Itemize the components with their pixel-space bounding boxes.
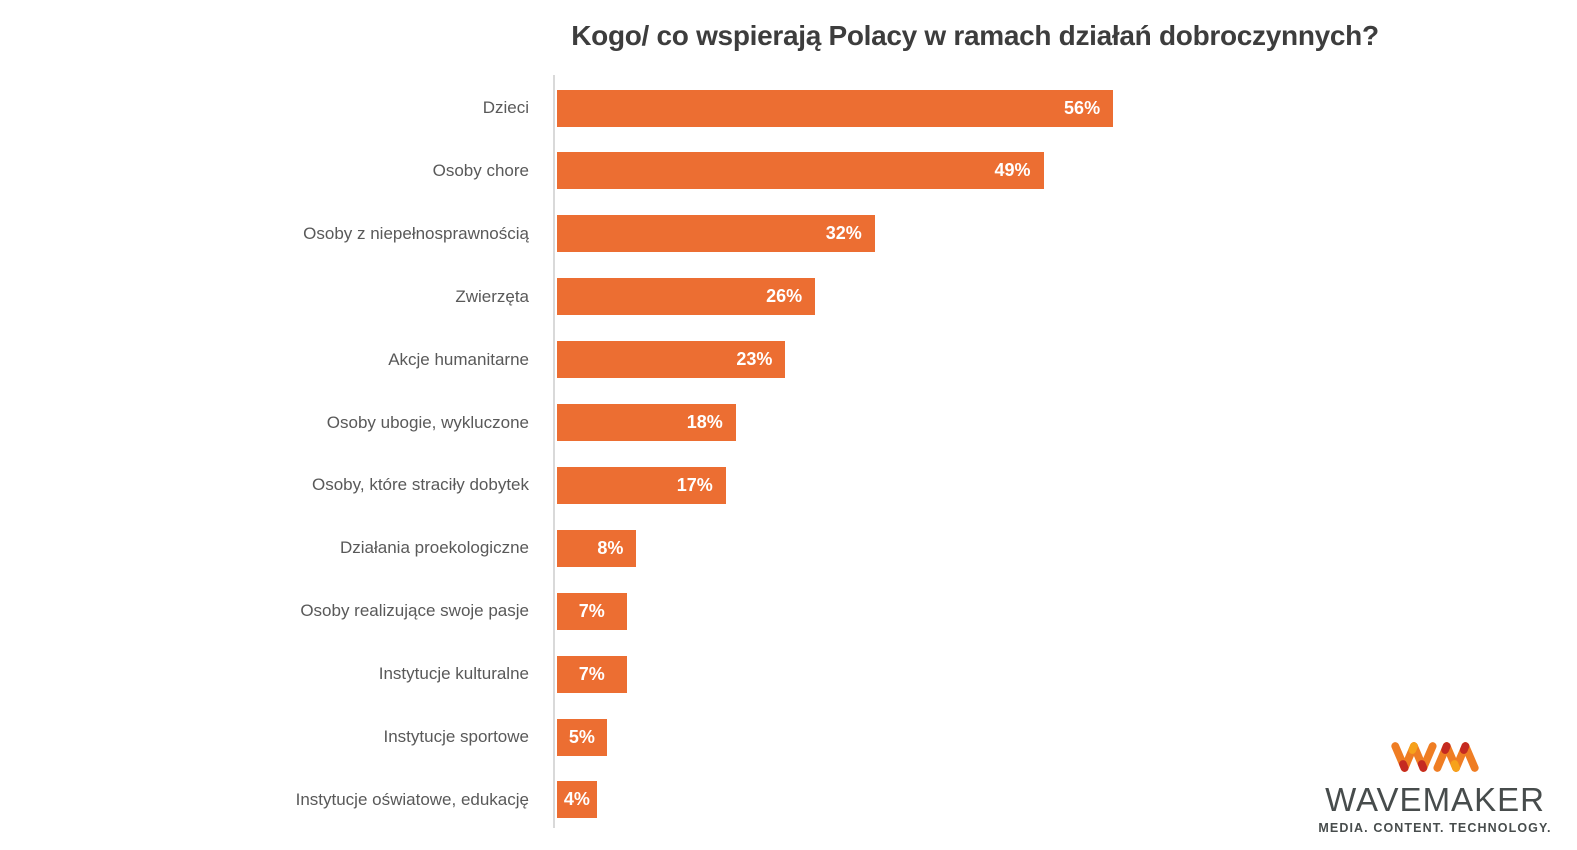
category-label: Instytucje kulturalne	[378, 664, 529, 684]
bar-row: Akcje humanitarne 23%	[0, 341, 1577, 379]
bar: 4%	[557, 781, 597, 819]
category-label: Dzieci	[482, 98, 529, 117]
bar-value-label: 8%	[597, 537, 624, 558]
bar-row: Osoby realizujące swoje pasje 7%	[0, 592, 1577, 630]
chart-title: Kogo/ co wspierają Polacy w ramach dział…	[571, 20, 1379, 51]
bar: 8%	[557, 529, 637, 567]
wavemaker-tagline: MEDIA. CONTENT. TECHNOLOGY.	[1318, 821, 1552, 835]
category-label: Instytucje sportowe	[383, 727, 529, 746]
bar: 5%	[557, 718, 607, 756]
wavemaker-wm-mark-icon	[1391, 742, 1479, 772]
category-label: Instytucje oświatowe, edukację	[295, 789, 529, 809]
category-label: Działania proekologiczne	[339, 538, 529, 558]
category-label: Osoby chore	[432, 160, 529, 180]
bar-row: Zwierzęta 26%	[0, 278, 1577, 316]
bar-value-label: 23%	[736, 349, 773, 370]
category-label: Osoby ubogie, wykluczone	[326, 412, 529, 432]
wavemaker-wordmark: WAVEMAKER	[1325, 781, 1545, 818]
bar-chart: Dzieci 56% Osoby chore 49% Osoby z niepełnos…	[0, 75, 1577, 828]
bar-row: Osoby ubogie, wykluczone 18%	[0, 404, 1577, 441]
bar-value-label: 18%	[686, 412, 723, 432]
bar: 7%	[557, 592, 627, 630]
bar-value-label: 5%	[568, 726, 595, 747]
category-label: Akcje humanitarne	[388, 349, 529, 369]
category-label: Osoby z niepełnosprawnością	[303, 223, 529, 243]
bar-row: Działania proekologiczne 8%	[0, 529, 1577, 567]
bar: 32%	[557, 215, 875, 253]
bar-row: Osoby chore 49%	[0, 152, 1577, 190]
wavemaker-logo: WAVEMAKER MEDIA. CONTENT. TECHNOLOGY.	[1309, 737, 1561, 835]
bar: 7%	[557, 655, 627, 693]
bar: 18%	[557, 404, 736, 441]
bar-row: Instytucje kulturalne 7%	[0, 655, 1577, 693]
category-label: Zwierzęta	[455, 286, 529, 306]
bar-value-label: 17%	[676, 474, 713, 495]
bar-value-label: 49%	[994, 160, 1031, 181]
bar-row: Instytucje oświatowe, edukację 4%	[0, 781, 1577, 819]
bar-value-label: 26%	[766, 286, 803, 307]
bar-value-label: 7%	[578, 663, 605, 684]
bar: 17%	[557, 466, 726, 504]
bar: 56%	[557, 89, 1114, 127]
bar-row: Instytucje sportowe 5%	[0, 718, 1577, 756]
y-axis-line	[553, 75, 555, 828]
bar: 49%	[557, 152, 1044, 190]
bar-row: Osoby, które straciły dobytek 17%	[0, 466, 1577, 504]
bar: 26%	[557, 278, 816, 316]
bar-row: Dzieci 56%	[0, 89, 1577, 127]
bar-row: Osoby z niepełnosprawnością 32%	[0, 215, 1577, 253]
category-label: Osoby realizujące swoje pasje	[300, 601, 529, 621]
bar-value-label: 56%	[1064, 97, 1101, 118]
bar-value-label: 7%	[578, 600, 605, 621]
bar-value-label: 4%	[563, 789, 590, 810]
bar: 23%	[557, 341, 786, 379]
category-label: Osoby, które straciły dobytek	[312, 475, 529, 495]
bar-value-label: 32%	[825, 223, 862, 244]
